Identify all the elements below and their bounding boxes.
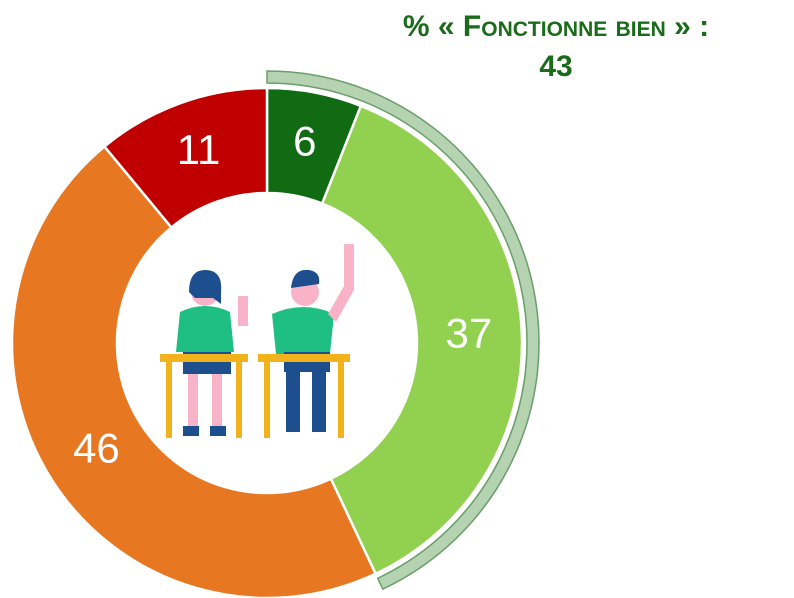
annotation-value: 43	[539, 50, 572, 83]
value-label: 37	[446, 310, 493, 357]
value-label: 11	[177, 126, 221, 173]
annotation-text: % « Fonctionne bien » :	[403, 10, 709, 43]
illustration	[160, 244, 354, 438]
chart: % « Fonctionne bien » : 43 6 37 46 11	[0, 0, 794, 598]
value-label: 6	[293, 118, 316, 165]
value-label: 46	[73, 424, 120, 471]
